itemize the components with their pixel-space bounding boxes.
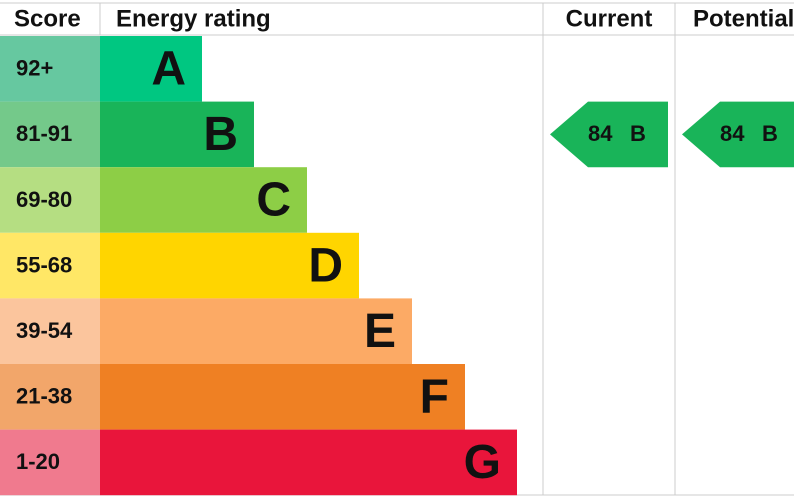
arrow-score: 84 <box>588 121 613 146</box>
score-cell <box>0 232 100 299</box>
rating-bar <box>100 364 465 430</box>
score-label: 92+ <box>16 56 53 81</box>
rating-letter: A <box>151 42 186 95</box>
rating-letter: E <box>364 305 396 358</box>
score-label: 39-54 <box>16 318 73 343</box>
rating-bar <box>100 298 412 364</box>
arrow-band: B <box>630 121 646 146</box>
score-cell <box>0 167 100 233</box>
arrow-band: B <box>762 121 778 146</box>
score-label: 21-38 <box>16 384 72 409</box>
score-label: 55-68 <box>16 252 72 277</box>
rating-bar <box>100 101 254 168</box>
score-cell <box>0 36 100 102</box>
score-cell <box>0 364 100 430</box>
rating-bar <box>100 429 517 496</box>
header-score: Score <box>14 5 81 32</box>
score-cell <box>0 429 100 496</box>
arrow-score: 84 <box>720 121 745 146</box>
header-current: Current <box>566 5 653 32</box>
rating-letter: D <box>308 239 343 292</box>
score-label: 1-20 <box>16 449 60 474</box>
rating-letter: C <box>256 174 291 227</box>
score-cell <box>0 101 100 168</box>
score-label: 81-91 <box>16 121 72 146</box>
header-rating: Energy rating <box>116 5 271 32</box>
rating-letter: F <box>420 370 449 423</box>
rating-bar <box>100 167 307 233</box>
header-potential: Potential <box>693 5 794 32</box>
rating-arrow <box>682 101 794 168</box>
rating-bar <box>100 232 359 299</box>
score-label: 69-80 <box>16 187 72 212</box>
rating-bar <box>100 36 202 102</box>
rating-arrow <box>550 101 668 168</box>
score-cell <box>0 298 100 364</box>
rating-letter: G <box>464 436 501 489</box>
rating-letter: B <box>203 108 238 161</box>
